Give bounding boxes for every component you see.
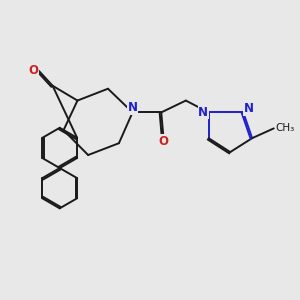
Text: N: N (244, 102, 254, 115)
Text: O: O (158, 135, 168, 148)
Text: CH₃: CH₃ (275, 123, 295, 134)
Text: O: O (29, 64, 39, 77)
Text: N: N (198, 106, 208, 119)
Text: N: N (128, 101, 137, 115)
